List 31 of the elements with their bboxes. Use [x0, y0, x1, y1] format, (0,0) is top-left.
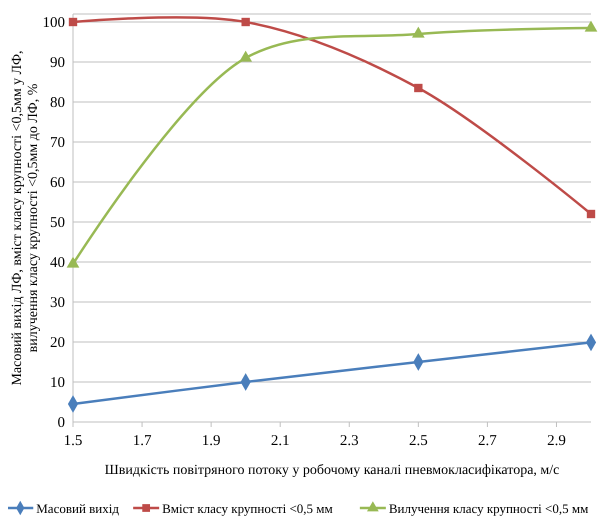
y-tick-label: 50	[50, 215, 65, 231]
y-tick-label: 70	[50, 135, 65, 151]
x-tick-label: 1.5	[64, 433, 82, 449]
x-tick-label: 2.3	[340, 433, 359, 449]
x-tick-label: 1.7	[132, 433, 152, 449]
y-tick-label: 20	[50, 335, 65, 351]
legend-label: Вилучення класу крупності <0,5 мм	[388, 501, 588, 516]
y-tick-label: 80	[50, 95, 65, 111]
x-tick-label: 2.1	[270, 433, 290, 449]
x-tick-label: 1.9	[202, 433, 221, 449]
point	[412, 26, 425, 38]
x-tick-label: 2.7	[478, 433, 498, 449]
y-tick-label: 30	[50, 295, 65, 311]
x-tick-label: 2.9	[547, 433, 566, 449]
y-tick-label: 60	[50, 175, 65, 191]
x-tick-label: 2.5	[408, 433, 428, 449]
point	[68, 18, 78, 26]
x-axis-title: Швидкість повітряного потоку у робочому каналі пневмокласифікатора, м/с	[104, 463, 560, 478]
y-tick-label: 90	[50, 55, 65, 71]
y-tick-label: 0	[58, 415, 65, 431]
point	[414, 84, 423, 92]
y-tick-label: 40	[50, 255, 65, 271]
y-tick-label: 10	[50, 375, 65, 391]
point	[241, 18, 250, 26]
y-axis-title: Масовий вихід ЛФ, вміст класу крупності <0,5мм у ЛФ, вилучення класу крупності <0,5мм до ЛФ, %	[10, 50, 41, 386]
point	[586, 210, 596, 218]
point	[584, 20, 598, 32]
legend-label: Вміст класу крупності <0,5 мм	[162, 501, 333, 516]
point	[239, 50, 252, 62]
y-tick-label: 100	[42, 15, 65, 31]
legend-label: Масовий вихід	[36, 501, 120, 516]
